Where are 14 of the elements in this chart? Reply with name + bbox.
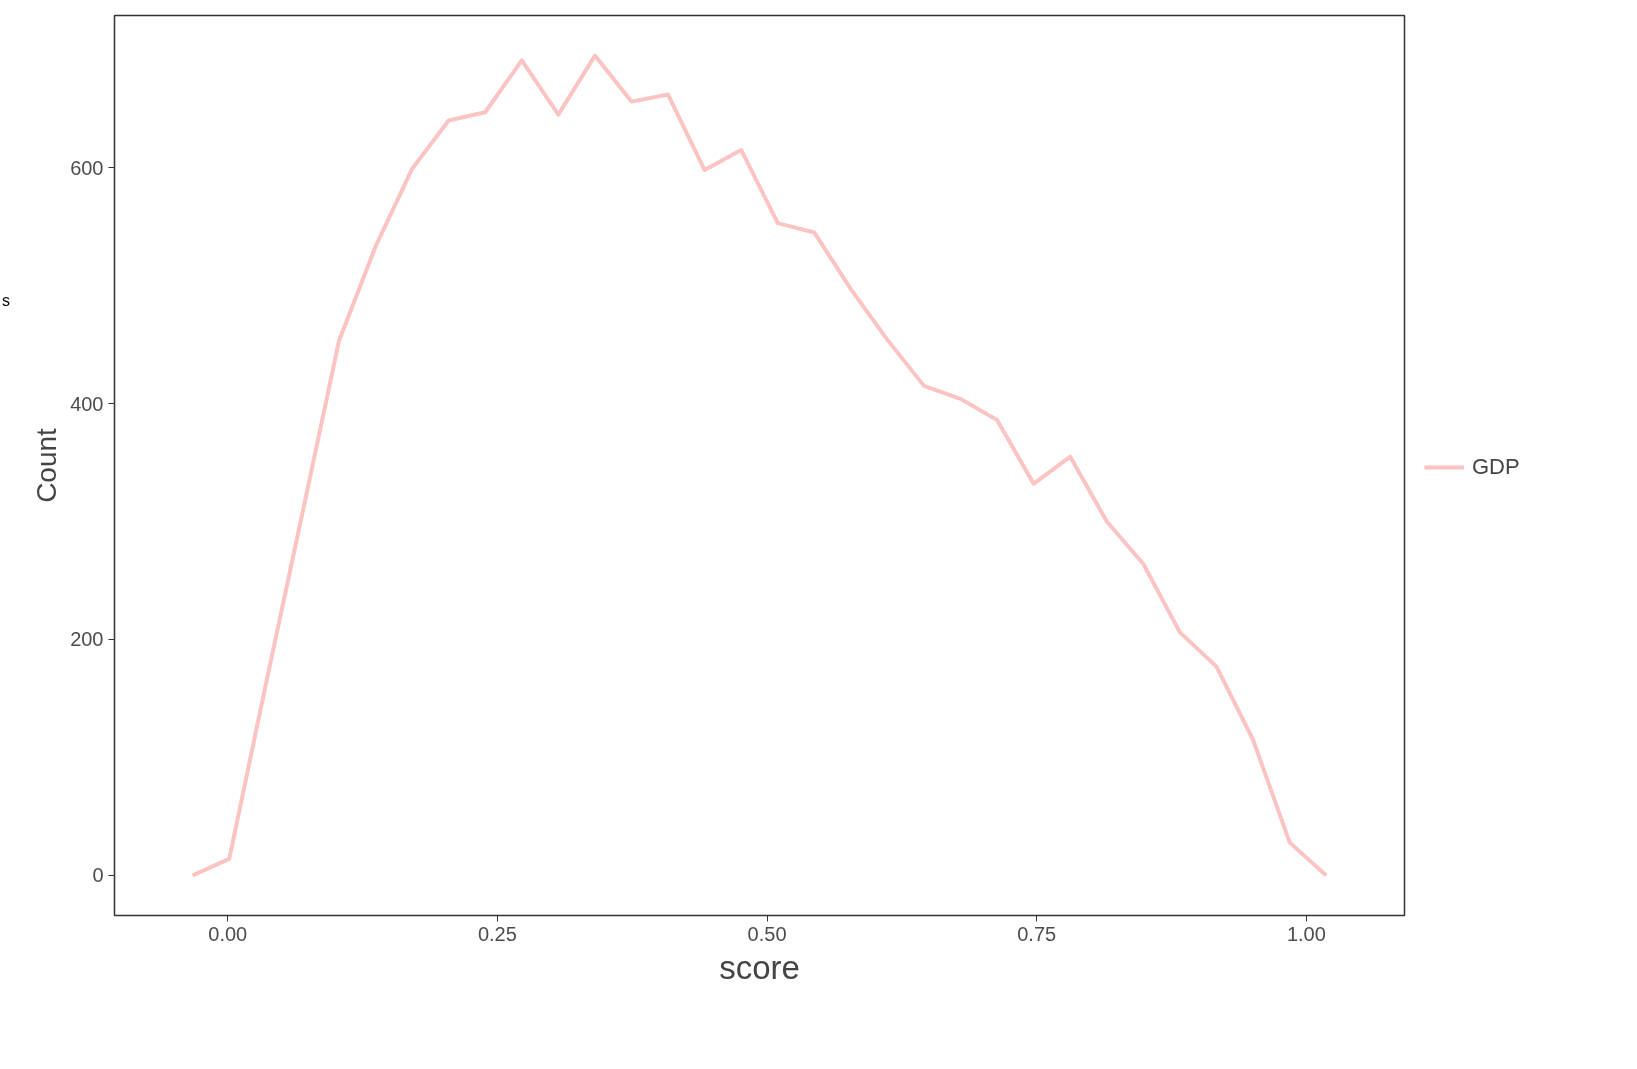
x-tick-label: 0.00	[208, 922, 248, 945]
x-axis-title: score	[719, 948, 800, 986]
y-tick-label: 200	[70, 628, 104, 651]
y-tick-label: 600	[70, 156, 104, 179]
legend-label: GDP	[1472, 454, 1520, 480]
x-tick-label: 0.75	[1017, 922, 1057, 945]
text: s	[2, 291, 10, 311]
line-series	[190, 53, 1329, 878]
x-tick-label: 1.00	[1286, 922, 1326, 945]
x-tick-label: 0.25	[477, 922, 517, 945]
y-axis-title: Count	[31, 427, 63, 503]
y-tick-label: 0	[92, 864, 104, 887]
y-tick-label: 400	[70, 392, 104, 415]
x-tick-label: 0.50	[747, 922, 787, 945]
